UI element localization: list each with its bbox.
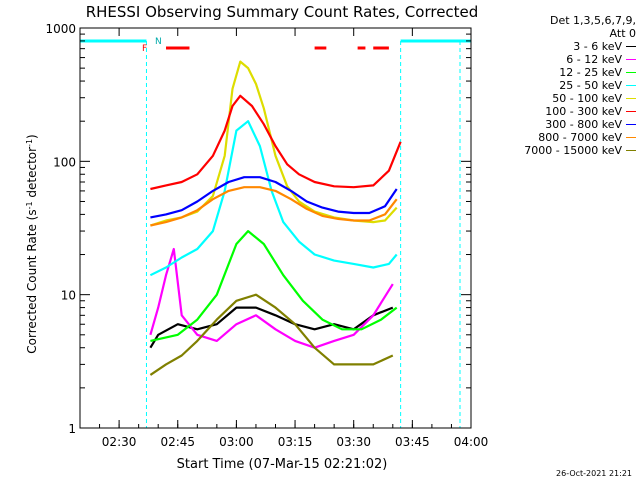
x-tick-label: 03:30 [336,435,371,449]
x-tick-label: 03:15 [278,435,313,449]
legend-swatch [626,111,636,112]
legend-swatch [626,98,636,99]
y-tick-label: 1 [68,422,76,436]
footer-date: 26-Oct-2021 21:21 [556,469,632,478]
legend-swatch [626,59,636,60]
x-tick-label: 02:45 [160,435,195,449]
legend-entry-label: 300 - 800 keV [545,118,622,131]
series-line [149,120,398,277]
y-tick-label: 10 [61,289,76,303]
legend-swatch [626,150,636,151]
x-tick-label: 03:00 [219,435,254,449]
series-line [150,94,402,191]
legend-entry: 3 - 6 keV [486,40,636,53]
series-line [150,230,398,342]
legend-entry-label: 25 - 50 keV [559,79,622,92]
x-tick-label: 04:00 [454,435,489,449]
series-line [150,186,398,227]
legend-entry-label: 6 - 12 keV [566,53,622,66]
legend-swatch [626,137,636,138]
legend-entry: 50 - 100 keV [486,92,636,105]
legend-entry: 12 - 25 keV [486,66,636,79]
legend-entries: 3 - 6 keV 6 - 12 keV 12 - 25 keV 25 - 50 ke… [486,40,636,157]
y-axis-label: Corrected Count Rate (s-1 detector-1) [25,134,39,353]
legend-entry-label: 3 - 6 keV [573,40,622,53]
legend-header-line2: Att 0 [609,27,636,40]
legend-entry: 100 - 300 keV [486,105,636,118]
x-axis-label: Start Time (07-Mar-15 02:21:02) [177,457,388,472]
y-tick-label: 1000 [45,22,76,36]
x-tick-label: 02:30 [102,435,137,449]
x-tick-label: 03:45 [395,435,430,449]
legend-entry-label: 50 - 100 keV [552,92,622,105]
flare-flag-label: F [142,44,147,54]
legend-entry-label: 100 - 300 keV [545,105,622,118]
legend-entry: 6 - 12 keV [486,53,636,66]
legend-header-line1: Det 1,3,5,6,7,9, [549,14,636,27]
legend-entry: 300 - 800 keV [486,118,636,131]
legend-entry-label: 7000 - 15000 keV [524,144,622,157]
y-tick-label: 100 [53,155,76,169]
plot-frame [79,27,472,429]
legend-entry: 25 - 50 keV [486,79,636,92]
series-line [149,293,394,376]
chart-title: RHESSI Observing Summary Count Rates, Co… [86,3,479,21]
legend-swatch [626,72,636,73]
legend-entry-label: 800 - 7000 keV [538,131,622,144]
legend-swatch [626,85,636,86]
legend-swatch [626,46,636,47]
legend-swatch [626,124,636,125]
series-line [150,176,398,219]
legend-entry: 7000 - 15000 keV [486,144,636,157]
legend-entry-label: 12 - 25 keV [559,66,622,79]
plot-area: FN 02:30 02:45 03:00 03:15 03:30 03:45 04:00 1 10… [45,22,488,449]
legend-entry: 800 - 7000 keV [486,131,636,144]
series-line [149,247,394,349]
legend: Det 1,3,5,6,7,9, Att 0 3 - 6 keV 6 - 12 k… [486,14,636,157]
night-flag-label: N [155,37,162,47]
